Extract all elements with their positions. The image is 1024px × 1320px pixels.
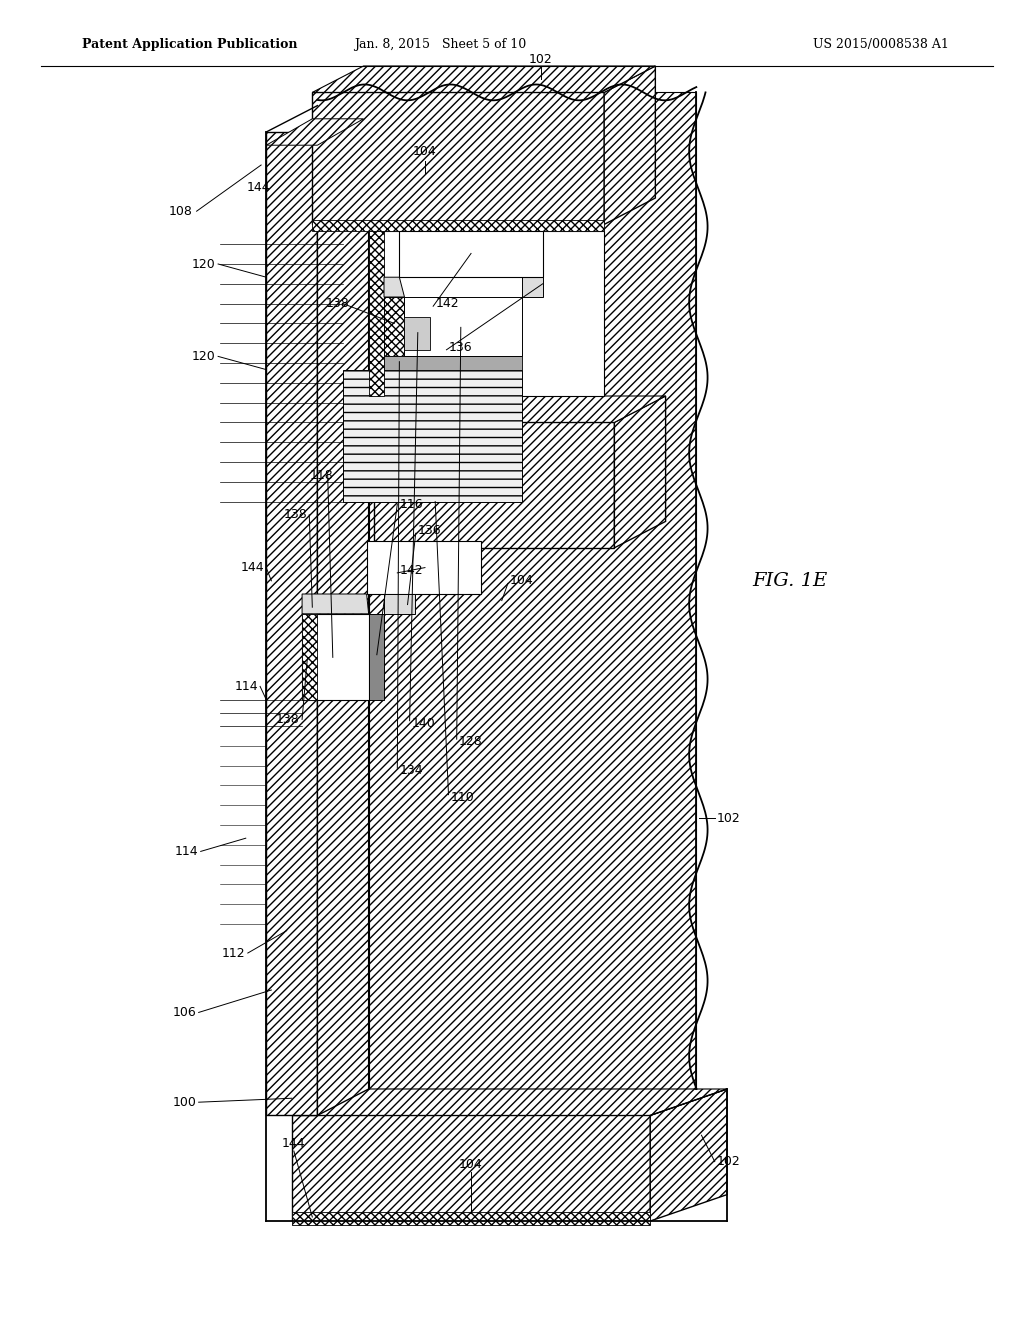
Polygon shape (292, 1212, 650, 1225)
Text: 102: 102 (717, 1155, 740, 1168)
Text: 120: 120 (191, 350, 215, 363)
Text: 116: 116 (399, 498, 423, 511)
Polygon shape (404, 297, 522, 356)
Text: 136: 136 (418, 524, 441, 537)
Polygon shape (312, 66, 655, 92)
Polygon shape (367, 541, 481, 594)
Text: 114: 114 (175, 845, 199, 858)
Polygon shape (312, 92, 604, 224)
Text: US 2015/0008538 A1: US 2015/0008538 A1 (813, 38, 948, 51)
Text: 134: 134 (399, 764, 423, 777)
Text: 104: 104 (459, 1158, 483, 1171)
Text: 136: 136 (449, 341, 472, 354)
Text: 144: 144 (241, 561, 264, 574)
Text: 108: 108 (169, 205, 193, 218)
Polygon shape (266, 119, 364, 145)
Text: 106: 106 (173, 1006, 197, 1019)
Polygon shape (266, 132, 317, 1115)
Text: 110: 110 (451, 791, 474, 804)
Text: 140: 140 (412, 717, 435, 730)
Polygon shape (302, 614, 317, 700)
Text: 142: 142 (399, 564, 423, 577)
Polygon shape (292, 1115, 650, 1221)
Text: 112: 112 (222, 946, 246, 960)
Polygon shape (399, 231, 543, 277)
Polygon shape (384, 277, 404, 297)
Text: 104: 104 (510, 574, 534, 587)
Polygon shape (317, 106, 369, 1115)
Polygon shape (312, 220, 604, 231)
Polygon shape (369, 231, 384, 396)
Polygon shape (650, 1089, 727, 1221)
Polygon shape (369, 92, 696, 1089)
Text: 100: 100 (173, 1096, 197, 1109)
Text: Patent Application Publication: Patent Application Publication (82, 38, 297, 51)
Text: 144: 144 (247, 181, 270, 194)
Polygon shape (384, 356, 522, 370)
Polygon shape (302, 594, 369, 614)
Text: 102: 102 (528, 53, 553, 66)
Polygon shape (384, 594, 415, 614)
Polygon shape (374, 396, 666, 422)
Text: 114: 114 (234, 680, 258, 693)
Polygon shape (369, 614, 384, 700)
Text: 138: 138 (326, 297, 349, 310)
Polygon shape (522, 277, 543, 297)
Text: 138: 138 (284, 508, 307, 521)
Text: 142: 142 (435, 297, 459, 310)
Polygon shape (292, 1089, 727, 1115)
Polygon shape (614, 396, 666, 548)
Text: 118: 118 (309, 469, 333, 482)
Polygon shape (404, 317, 430, 350)
Polygon shape (384, 297, 404, 356)
Text: 144: 144 (282, 1137, 306, 1150)
Polygon shape (302, 614, 369, 700)
Text: FIG. 1E: FIG. 1E (753, 572, 827, 590)
Polygon shape (604, 66, 655, 224)
Text: Jan. 8, 2015   Sheet 5 of 10: Jan. 8, 2015 Sheet 5 of 10 (354, 38, 526, 51)
Polygon shape (374, 422, 614, 548)
Text: 102: 102 (717, 812, 740, 825)
Text: 104: 104 (413, 145, 437, 158)
Text: 138: 138 (275, 713, 299, 726)
Text: 128: 128 (459, 735, 482, 748)
Polygon shape (369, 231, 604, 396)
Text: 120: 120 (191, 257, 215, 271)
Polygon shape (343, 370, 522, 502)
